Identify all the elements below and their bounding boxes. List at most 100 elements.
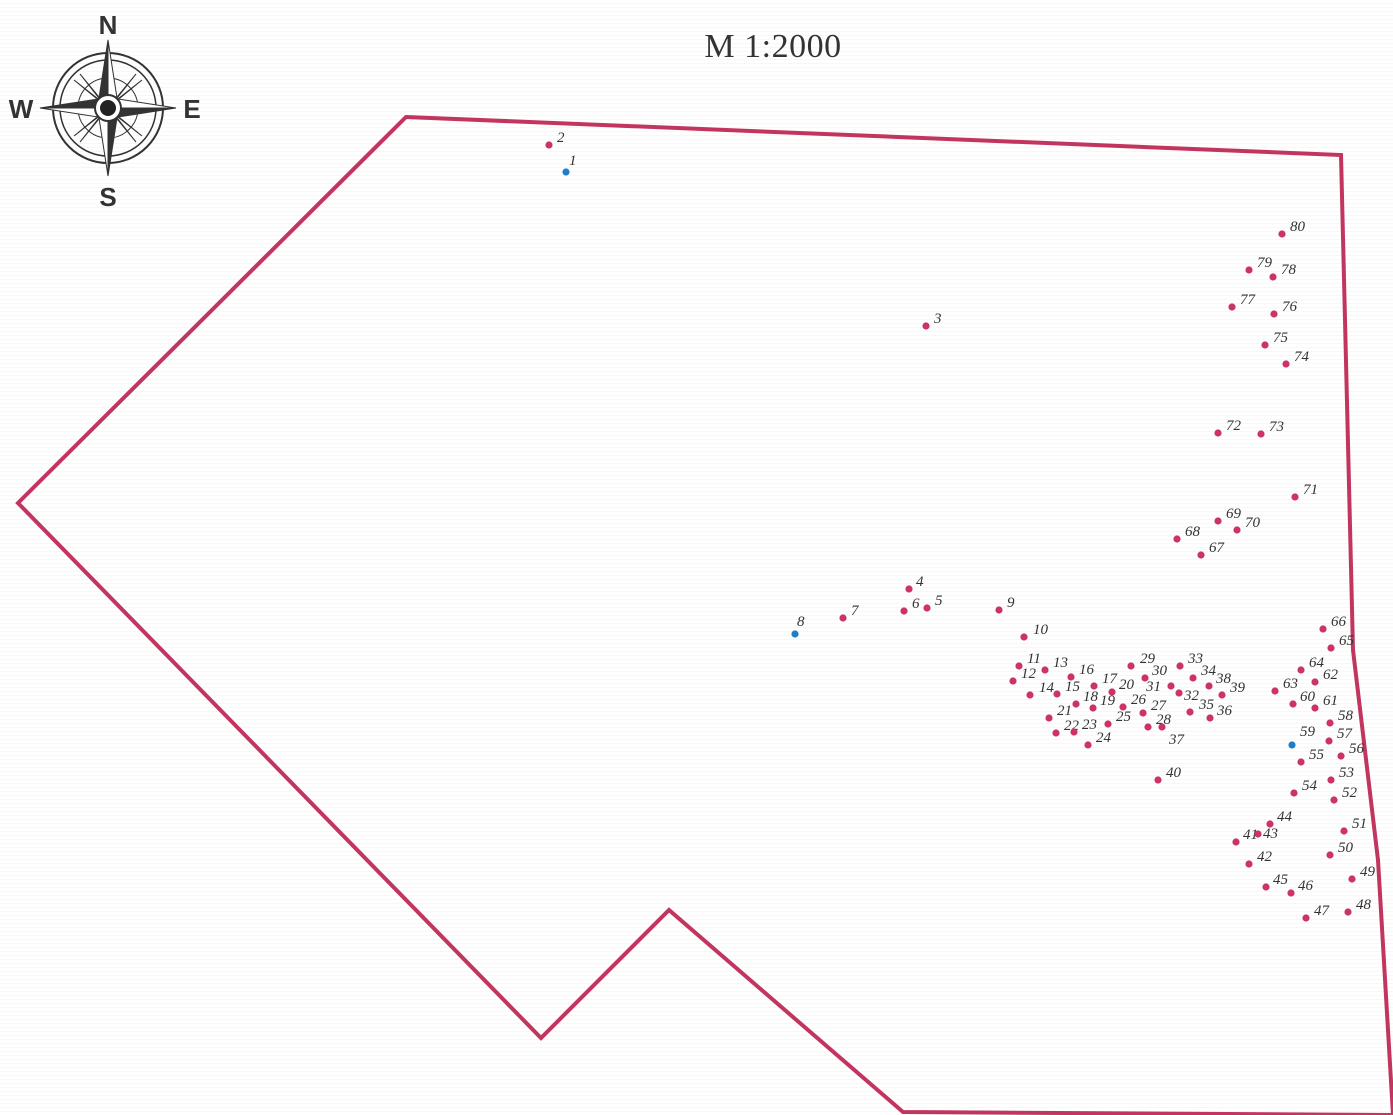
survey-point-dot	[1288, 741, 1296, 749]
survey-point-dot	[1089, 704, 1097, 712]
survey-point: 47	[1302, 903, 1331, 922]
survey-point-dot	[1139, 709, 1147, 717]
survey-point-label: 53	[1339, 765, 1354, 781]
survey-point: 31	[1145, 679, 1175, 695]
survey-point-dot	[1245, 860, 1253, 868]
survey-point: 40	[1154, 765, 1182, 784]
survey-point: 8	[791, 614, 805, 638]
survey-point: 44	[1266, 809, 1293, 828]
survey-point-dot	[1282, 360, 1290, 368]
survey-point-label: 10	[1033, 622, 1049, 638]
survey-point-label: 40	[1166, 765, 1182, 781]
survey-point: 2	[545, 130, 565, 149]
survey-point-label: 18	[1083, 689, 1099, 705]
survey-point-dot	[1090, 682, 1098, 690]
survey-point: 59	[1288, 724, 1316, 749]
survey-point-label: 14	[1039, 680, 1055, 696]
survey-point-label: 78	[1281, 262, 1297, 278]
survey-point-dot	[1245, 266, 1253, 274]
survey-point: 68	[1173, 524, 1201, 543]
survey-point-dot	[1158, 723, 1166, 731]
survey-point-label: 57	[1337, 726, 1354, 742]
survey-point: 53	[1327, 765, 1354, 784]
survey-point-dot	[1311, 704, 1319, 712]
survey-point-dot	[1084, 741, 1092, 749]
survey-point-label: 59	[1300, 724, 1316, 740]
survey-point-dot	[1344, 908, 1352, 916]
survey-point-dot	[839, 614, 847, 622]
survey-point-label: 45	[1273, 872, 1289, 888]
survey-point: 1	[562, 153, 577, 176]
survey-point: 33	[1176, 651, 1203, 670]
survey-point-label: 16	[1079, 662, 1095, 678]
survey-point-label: 67	[1209, 540, 1226, 556]
survey-point-label: 64	[1309, 655, 1325, 671]
survey-point-label: 76	[1282, 299, 1298, 315]
survey-point: 34	[1189, 663, 1217, 682]
survey-point: 58	[1326, 708, 1354, 727]
survey-point: 23	[1070, 717, 1097, 736]
survey-point-label: 74	[1294, 349, 1310, 365]
survey-point-dot	[1144, 723, 1152, 731]
survey-point-label: 80	[1290, 219, 1306, 235]
survey-point-label: 36	[1216, 703, 1233, 719]
survey-point-dot	[1266, 820, 1274, 828]
survey-point-dot	[1141, 674, 1149, 682]
survey-point: 27	[1139, 698, 1168, 717]
survey-point: 45	[1262, 872, 1289, 891]
survey-point: 43	[1254, 826, 1278, 842]
survey-point-label: 30	[1151, 663, 1168, 679]
survey-point-dot	[1175, 689, 1183, 697]
survey-point: 19	[1089, 693, 1116, 712]
survey-point-dot	[1052, 729, 1060, 737]
survey-point-dot	[1020, 633, 1028, 641]
survey-point: 39	[1218, 680, 1246, 699]
survey-point-dot	[923, 604, 931, 612]
survey-point-dot	[1167, 682, 1175, 690]
survey-point-dot	[1233, 526, 1241, 534]
survey-point-label: 26	[1131, 692, 1147, 708]
survey-point: 75	[1261, 330, 1289, 349]
survey-point: 55	[1297, 747, 1325, 766]
survey-point: 48	[1344, 897, 1372, 916]
survey-point-dot	[1340, 827, 1348, 835]
survey-point-label: 69	[1226, 506, 1242, 522]
survey-point: 73	[1257, 419, 1284, 438]
survey-point: 41	[1232, 827, 1258, 846]
survey-point-label: 43	[1263, 826, 1278, 842]
survey-point: 64	[1297, 655, 1325, 674]
survey-point-dot	[922, 322, 930, 330]
survey-point-dot	[1257, 430, 1265, 438]
survey-point: 10	[1020, 622, 1049, 641]
compass-east: E	[183, 94, 200, 124]
survey-point-label: 33	[1187, 651, 1203, 667]
survey-point: 80	[1278, 219, 1306, 238]
survey-point-label: 11	[1027, 651, 1041, 667]
survey-point-label: 34	[1200, 663, 1217, 679]
survey-point-label: 47	[1314, 903, 1331, 919]
survey-point: 37	[1158, 723, 1186, 748]
survey-point: 67	[1197, 540, 1226, 559]
survey-point-label: 54	[1302, 778, 1318, 794]
survey-point-dot	[1269, 273, 1277, 281]
survey-point-label: 55	[1309, 747, 1325, 763]
survey-point-label: 65	[1339, 633, 1355, 649]
survey-point-dot	[1297, 666, 1305, 674]
survey-point: 42	[1245, 849, 1273, 868]
survey-point-label: 23	[1082, 717, 1097, 733]
survey-point: 3	[922, 311, 942, 330]
survey-point-dot	[1218, 691, 1226, 699]
survey-point: 21	[1045, 703, 1072, 722]
scale-label: M 1:2000	[704, 28, 842, 65]
survey-point-dot	[1228, 303, 1236, 311]
survey-point-label: 1	[569, 153, 577, 169]
survey-point: 61	[1311, 693, 1338, 712]
survey-point: 65	[1327, 633, 1355, 652]
survey-point: 16	[1067, 662, 1095, 681]
survey-point-dot	[1104, 720, 1112, 728]
survey-point-dot	[1127, 662, 1135, 670]
survey-point: 66	[1319, 614, 1347, 633]
survey-point: 77	[1228, 292, 1257, 311]
